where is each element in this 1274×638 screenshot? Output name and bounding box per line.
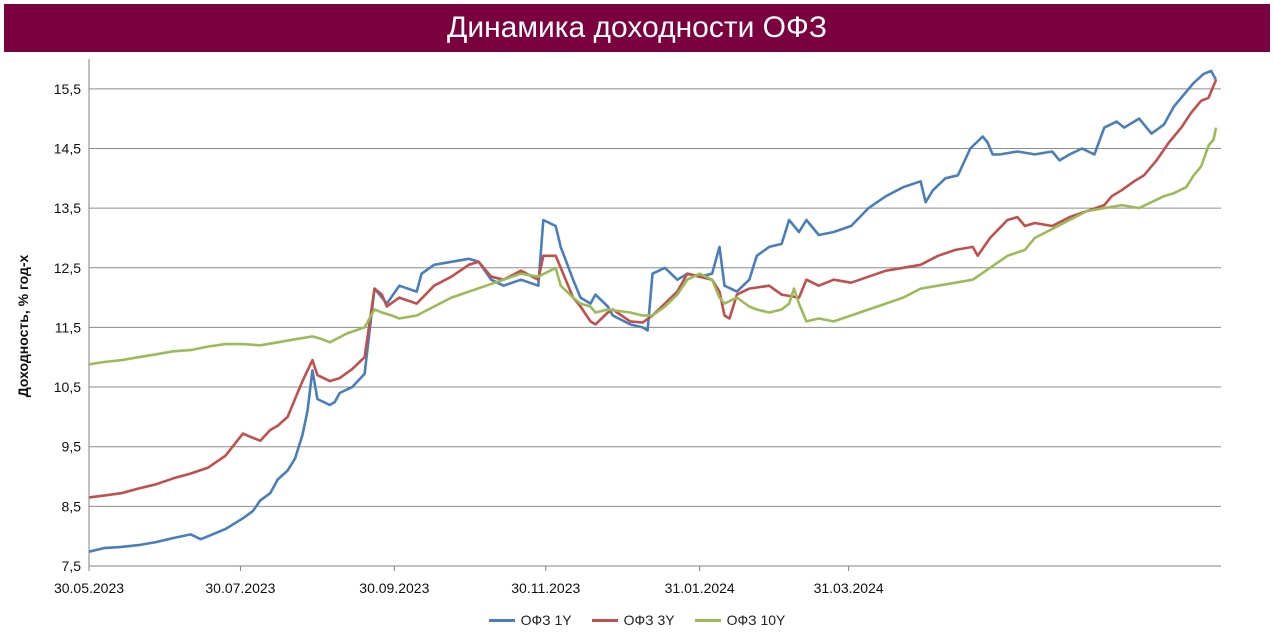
y-tick-label: 7,5 (62, 558, 82, 574)
series-lines (88, 69, 1218, 553)
x-tick-label: 30.07.2023 (205, 580, 275, 596)
legend: ОФЗ 1Y ОФЗ 3Y ОФЗ 10Y (0, 612, 1274, 628)
gridlines (89, 88, 1221, 507)
x-tick-label: 30.09.2023 (359, 580, 429, 596)
legend-item-1y: ОФЗ 1Y (488, 612, 572, 628)
series-line-10y (88, 127, 1218, 366)
axes (88, 59, 1221, 571)
y-tick-label: 15,5 (54, 81, 81, 97)
y-tick-label: 11,5 (55, 319, 81, 335)
legend-label-1y: ОФЗ 1Y (520, 612, 572, 628)
legend-item-10y: ОФЗ 10Y (694, 612, 786, 628)
x-tick-label: 31.03.2024 (814, 580, 884, 596)
x-tick-label: 30.05.2023 (54, 580, 124, 596)
legend-label-10y: ОФЗ 10Y (726, 612, 786, 628)
y-axis-label: Доходность, % год-х (15, 254, 31, 397)
chart-title-bar: Динамика доходности ОФЗ (4, 4, 1270, 52)
legend-label-3y: ОФЗ 3Y (623, 612, 675, 628)
series-line-3y (88, 79, 1218, 499)
y-tick-label: 10,5 (54, 379, 81, 395)
y-tick-label: 13,5 (54, 200, 81, 216)
legend-item-3y: ОФЗ 3Y (591, 612, 675, 628)
y-tick-label: 12,5 (54, 260, 81, 276)
y-tick-label: 8,5 (62, 498, 82, 514)
chart-title: Динамика доходности ОФЗ (447, 11, 827, 44)
series-line-1y (88, 69, 1218, 553)
x-tick-label: 30.11.2023 (511, 580, 580, 596)
y-tick-label: 9,5 (62, 439, 82, 455)
legend-swatch-1y (488, 618, 515, 622)
legend-swatch-10y (694, 618, 721, 622)
x-tick-label: 31.01.2024 (665, 580, 735, 596)
y-tick-label: 14,5 (54, 140, 81, 156)
legend-swatch-3y (591, 618, 618, 622)
tick-labels: 7,5 8,5 9,5 10,5 11,5 12,5 13,5 14,5 15,5 30.05.2… (54, 81, 884, 596)
